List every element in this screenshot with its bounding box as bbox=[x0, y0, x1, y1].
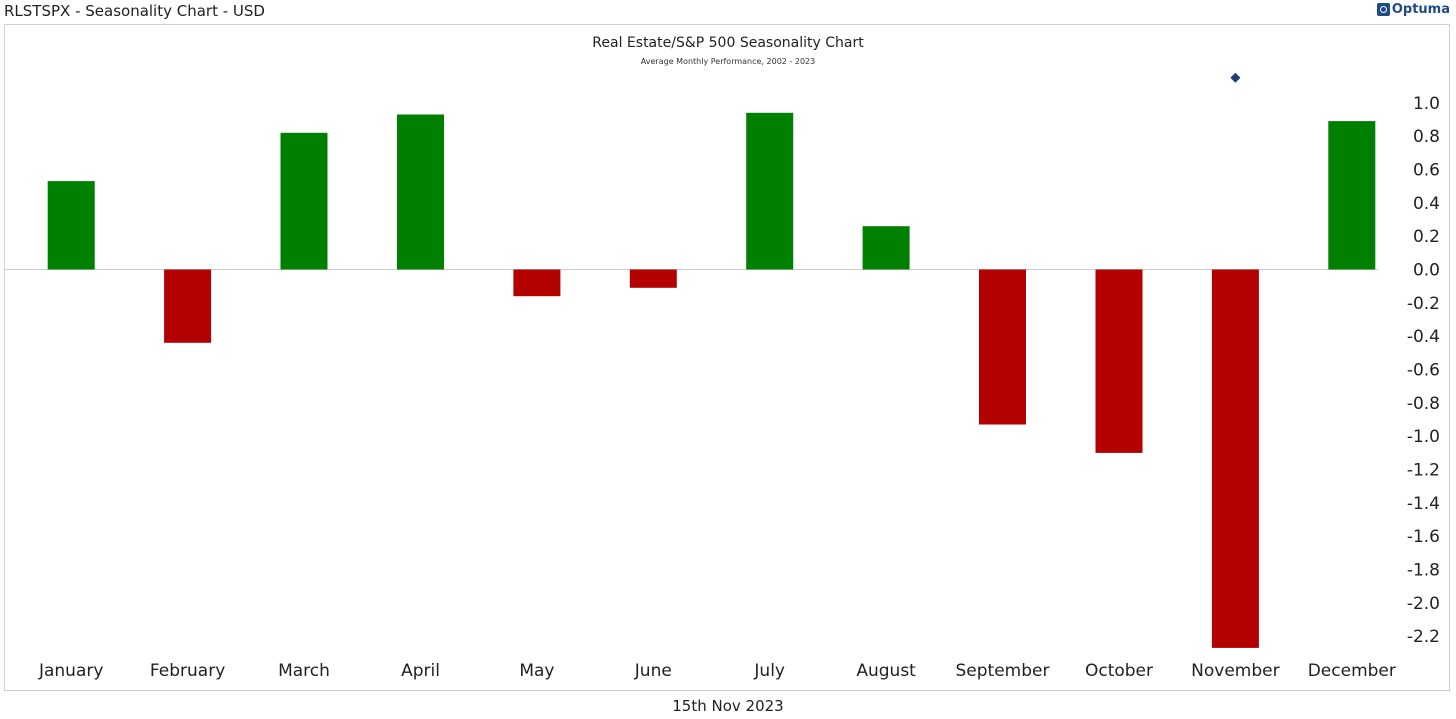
y-tick-label: -1.4 bbox=[1407, 494, 1440, 514]
y-tick-label: -0.4 bbox=[1407, 327, 1440, 347]
current-month-marker bbox=[1230, 72, 1241, 83]
x-tick-label: May bbox=[519, 661, 554, 681]
x-tick-label: February bbox=[150, 661, 225, 681]
x-tick-label: November bbox=[1191, 661, 1279, 681]
y-axis-labels: 1.0 0.8 0.6 0.4 0.2 0.0 -0.2 -0.4 -0.6 -0.8 -1.0 -1… bbox=[1407, 94, 1440, 647]
chart-subtitle: Average Monthly Performance, 2002 - 2023 bbox=[641, 57, 815, 66]
window-title: RLSTSPX - Seasonality Chart - USD bbox=[4, 2, 265, 20]
y-tick-label: -1.6 bbox=[1407, 527, 1440, 547]
bar-august bbox=[862, 226, 910, 270]
y-tick-label: -0.2 bbox=[1407, 294, 1440, 314]
y-tick-label: 0.8 bbox=[1413, 127, 1440, 147]
x-tick-label: June bbox=[634, 661, 672, 681]
chart-date: 15th Nov 2023 bbox=[672, 697, 784, 715]
bar-june bbox=[629, 269, 677, 288]
bar-february bbox=[164, 269, 212, 343]
chart-frame bbox=[4, 24, 1450, 691]
bar-april bbox=[397, 114, 444, 270]
x-tick-label: January bbox=[38, 661, 103, 681]
bar-december bbox=[1328, 121, 1376, 270]
x-tick-label: August bbox=[856, 661, 916, 681]
bar-group bbox=[47, 72, 1376, 648]
x-axis-labels: January February March April May June July Augu… bbox=[38, 661, 1396, 681]
x-tick-label: March bbox=[278, 661, 330, 681]
brand-logo: Optuma bbox=[1376, 2, 1450, 17]
bar-may bbox=[513, 269, 561, 297]
y-tick-label: -2.0 bbox=[1407, 594, 1440, 614]
y-tick-label: 0.4 bbox=[1413, 194, 1440, 214]
y-tick-label: 0.6 bbox=[1413, 161, 1440, 181]
optuma-logo-icon bbox=[1376, 3, 1390, 16]
bar-october bbox=[1095, 269, 1143, 453]
brand-name: Optuma bbox=[1391, 2, 1450, 17]
bar-january bbox=[47, 181, 95, 270]
x-tick-label: July bbox=[753, 661, 785, 681]
bar-july bbox=[746, 112, 794, 270]
x-tick-label: April bbox=[401, 661, 440, 681]
y-tick-label: 0.0 bbox=[1413, 261, 1440, 281]
y-tick-label: -1.2 bbox=[1407, 461, 1440, 481]
y-tick-label: -1.8 bbox=[1407, 561, 1440, 581]
chart-title: Real Estate/S&P 500 Seasonality Chart bbox=[592, 35, 864, 51]
y-tick-label: -0.6 bbox=[1407, 361, 1440, 381]
y-tick-label: -1.0 bbox=[1407, 427, 1440, 447]
x-tick-label: December bbox=[1308, 661, 1396, 681]
y-tick-label: -0.8 bbox=[1407, 394, 1440, 414]
x-tick-label: October bbox=[1085, 661, 1153, 681]
y-tick-label: -2.2 bbox=[1407, 627, 1440, 647]
bar-november bbox=[1211, 269, 1259, 648]
bar-march bbox=[280, 132, 328, 270]
y-tick-label: 1.0 bbox=[1413, 94, 1440, 114]
x-tick-label: September bbox=[956, 661, 1050, 681]
y-tick-label: 0.2 bbox=[1413, 227, 1440, 247]
bar-september bbox=[979, 269, 1026, 425]
